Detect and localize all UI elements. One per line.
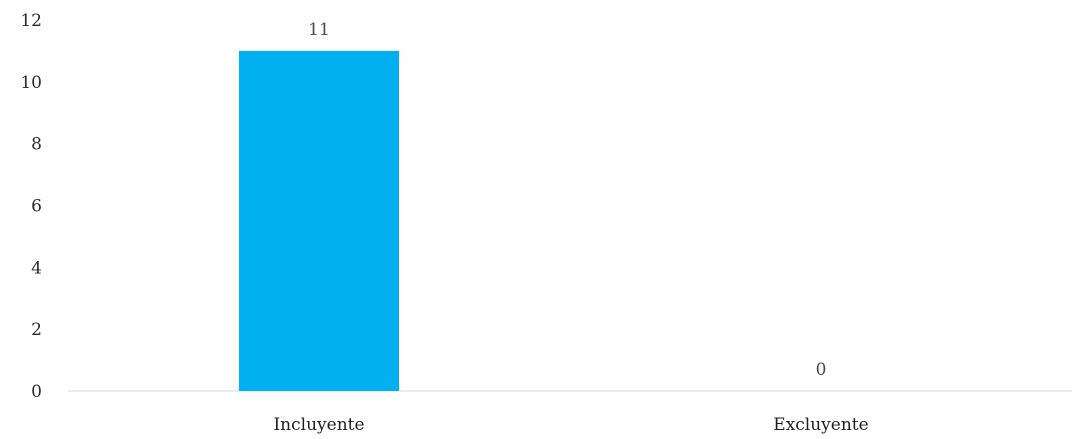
y-tick-label: 4	[31, 258, 42, 278]
y-tick-label: 12	[20, 11, 42, 31]
bars	[239, 50, 399, 392]
y-tick-label: 0	[31, 382, 42, 402]
data-labels: 11 0	[308, 20, 826, 380]
bar-incluyente	[239, 50, 399, 392]
x-tick-label-excluyente: Excluyente	[773, 415, 868, 435]
x-tick-label-incluyente: Incluyente	[273, 415, 364, 435]
y-tick-label: 2	[31, 320, 42, 340]
y-tick-label: 10	[20, 73, 42, 93]
y-tick-label: 6	[31, 197, 42, 217]
y-tick-label: 8	[31, 135, 42, 155]
data-label-excluyente: 0	[816, 360, 827, 380]
y-axis-ticks: 0 2 4 6 8 10 12	[20, 11, 42, 402]
data-label-incluyente: 11	[308, 20, 330, 40]
x-axis-labels: Incluyente Excluyente	[273, 415, 868, 435]
